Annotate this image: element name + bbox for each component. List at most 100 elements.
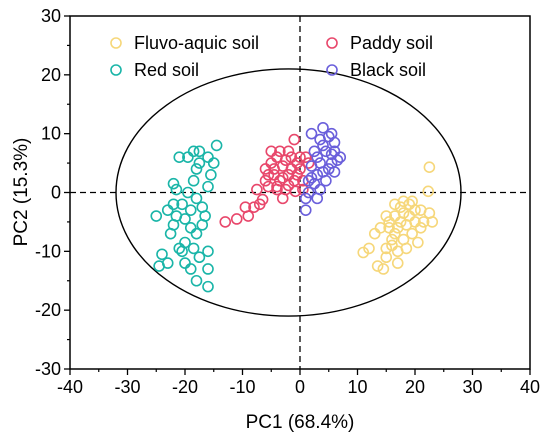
black-soil-point <box>311 151 324 163</box>
paddy-soil-point <box>271 183 283 196</box>
paddy-soil-point <box>230 213 243 225</box>
red-soil-point <box>193 145 206 158</box>
black-soil-point <box>328 166 341 178</box>
fluvo-aquic-soil-point <box>417 216 430 228</box>
black-soil-point <box>317 139 329 152</box>
paddy-soil-point <box>282 145 295 158</box>
red-soil-point <box>173 242 186 255</box>
paddy-soil-point <box>294 163 306 175</box>
red-soil-point <box>190 163 203 175</box>
red-soil-point <box>202 151 214 163</box>
y-tick-label: 0 <box>51 183 61 203</box>
fluvo-aquic-soil-point <box>389 210 401 222</box>
y-tick-label: 10 <box>41 124 61 144</box>
fluvo-aquic-soil-point <box>414 204 427 216</box>
red-soil-point <box>210 139 223 152</box>
legend-marker-fluvo-aquic-soil <box>110 37 122 49</box>
fluvo-aquic-soil-point <box>380 251 393 264</box>
legend: Fluvo-aquic soil Paddy soil Red soil Black … <box>110 33 433 80</box>
fluvo-aquic-soil-point <box>377 263 390 275</box>
black-soil-point <box>299 192 312 205</box>
fluvo-aquic-soil-point <box>371 260 384 272</box>
legend-label-paddy-soil: Paddy soil <box>350 33 433 53</box>
red-soil-point <box>187 145 200 158</box>
red-soil-point <box>182 186 194 199</box>
paddy-soil-point <box>299 151 312 163</box>
paddy-soil-point <box>285 151 298 163</box>
paddy-soil-point <box>259 163 272 175</box>
x-tick-label: -40 <box>57 377 83 397</box>
y-axis-title: PC2 (15.3%) <box>11 138 32 247</box>
paddy-soil-point <box>294 151 306 163</box>
y-tick-label: -30 <box>35 359 61 379</box>
red-soil-point <box>184 204 197 216</box>
red-soil-point <box>202 180 214 193</box>
red-soil-point <box>190 274 203 287</box>
black-soil-point <box>317 121 329 134</box>
red-soil-point <box>202 263 214 275</box>
red-soil-point <box>202 280 214 293</box>
x-axis-title: PC1 (68.4%) <box>246 412 355 433</box>
y-tick-label: -20 <box>35 300 61 320</box>
black-soil-point <box>305 171 318 184</box>
y-tick-label: -10 <box>35 241 61 261</box>
paddy-soil-point <box>276 192 289 205</box>
legend-label-fluvo-aquic-soil: Fluvo-aquic soil <box>134 33 259 53</box>
fluvo-aquic-soil-point <box>394 216 407 228</box>
fluvo-aquic-soil-point <box>391 222 404 234</box>
black-soil-point <box>305 127 318 140</box>
x-tick-label: 40 <box>520 377 540 397</box>
red-soil-point <box>196 219 209 231</box>
x-tick-label: -30 <box>114 377 140 397</box>
fluvo-aquic-soil-point <box>426 216 439 228</box>
black-soil-point <box>311 169 324 181</box>
red-soil-point <box>167 177 180 190</box>
black-soil-point <box>320 145 332 158</box>
red-soil-point <box>184 222 197 234</box>
y-tick-label: 20 <box>41 65 61 85</box>
confidence-ellipse-group <box>115 68 462 317</box>
fluvo-aquic-soil-point <box>394 201 407 214</box>
paddy-soil-point <box>248 201 260 214</box>
red-soil-point <box>167 219 180 231</box>
legend-marker-paddy-soil <box>326 37 338 49</box>
red-soil-point <box>173 151 186 163</box>
red-soil-point <box>153 260 165 272</box>
y-tick-label: 30 <box>41 6 61 26</box>
legend-marker-black-soil <box>326 64 338 76</box>
red-soil-point <box>187 242 200 255</box>
red-soil-point <box>176 245 188 258</box>
paddy-soil-point <box>289 185 302 198</box>
paddy-soil-point <box>262 169 275 181</box>
confidence-ellipse <box>115 68 462 317</box>
black-soil-point <box>302 174 315 187</box>
black-soil-point <box>302 186 315 199</box>
paddy-soil-point <box>256 193 269 206</box>
fluvo-aquic-soil-point <box>380 242 393 255</box>
fluvo-aquic-soil-point <box>406 227 418 240</box>
paddy-soil-point <box>302 157 315 169</box>
x-tick-label: -10 <box>229 377 255 397</box>
paddy-soil-point <box>239 201 252 214</box>
paddy-soil-point <box>268 169 280 181</box>
fluvo-aquic-soil-point <box>406 195 418 208</box>
fluvo-aquic-soil-point <box>363 242 375 255</box>
black-soil-point <box>308 145 321 158</box>
fluvo-aquic-soil-point <box>380 210 393 222</box>
x-tick-label: 20 <box>405 377 425 397</box>
legend-marker-red-soil <box>110 64 122 76</box>
fluvo-aquic-soil-point <box>389 198 401 211</box>
red-soil-point <box>150 210 163 222</box>
red-soil-point <box>176 198 188 211</box>
black-soil-point <box>328 136 341 149</box>
paddy-soil-point <box>291 169 303 181</box>
fluvo-aquic-soil-point <box>368 227 381 240</box>
fluvo-aquic-soil-point <box>412 236 424 249</box>
fluvo-aquic-soil-point <box>383 222 395 234</box>
data-points <box>150 121 439 293</box>
red-soil-point <box>205 169 217 181</box>
black-soil-point <box>331 154 344 166</box>
red-soil-point <box>182 151 194 163</box>
fluvo-aquic-soil-point <box>423 161 436 174</box>
black-soil-point <box>322 163 335 175</box>
